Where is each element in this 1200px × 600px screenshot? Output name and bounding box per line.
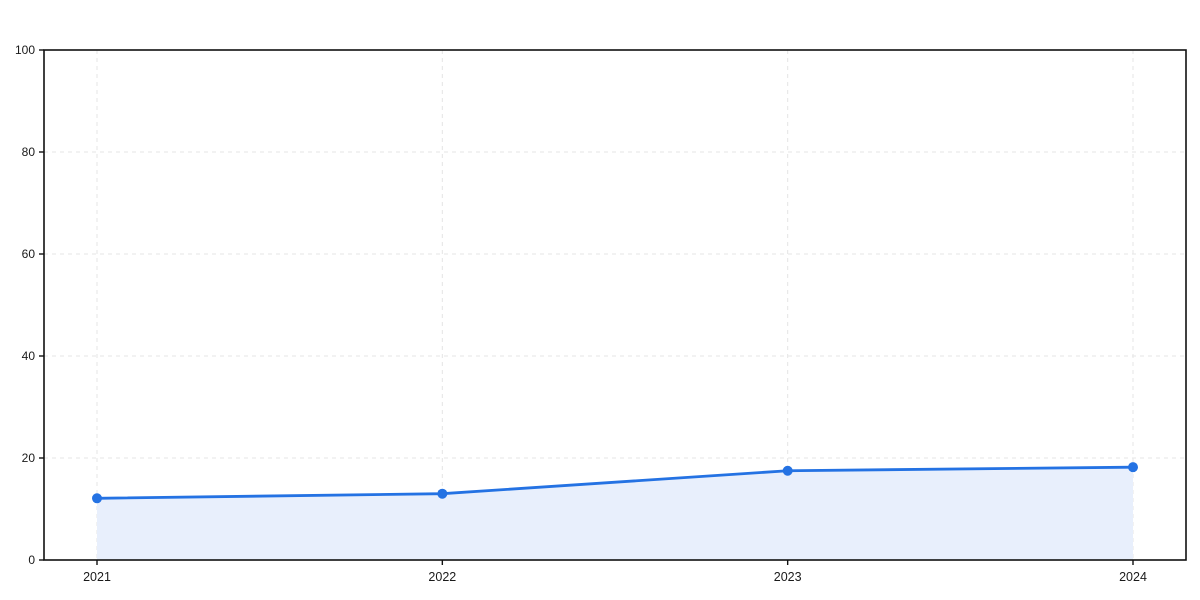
- x-tick-label: 2023: [774, 570, 802, 584]
- data-point-marker: [437, 488, 448, 499]
- data-point-marker: [1128, 462, 1138, 473]
- x-tick-label: 2021: [83, 570, 111, 584]
- y-tick-label: 80: [22, 145, 36, 159]
- y-tick-label: 100: [15, 43, 35, 57]
- x-tick-label: 2022: [428, 570, 456, 584]
- plot-border: [43, 49, 1187, 561]
- x-tick-label: 2024: [1119, 570, 1147, 584]
- data-point-marker: [92, 493, 102, 504]
- data-point-marker: [782, 465, 793, 476]
- y-tick-label: 40: [22, 349, 36, 363]
- y-tick-label: 60: [22, 247, 36, 261]
- area-fill: [97, 467, 1133, 560]
- y-tick-label: 20: [22, 451, 36, 465]
- y-tick-label: 0: [28, 553, 35, 567]
- trend-line: [95, 465, 1135, 500]
